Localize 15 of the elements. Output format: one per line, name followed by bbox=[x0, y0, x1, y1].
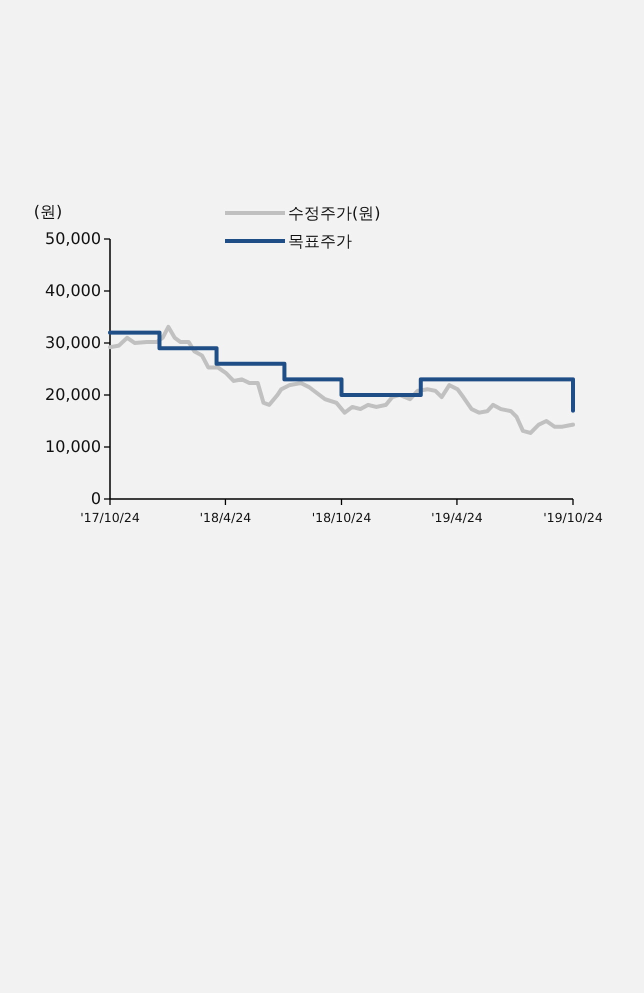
y-axis-title: (원) bbox=[34, 202, 62, 221]
y-tick-label: 0 bbox=[90, 489, 101, 508]
legend-label: 목표주가 bbox=[288, 232, 352, 251]
legend-label: 수정주가(원) bbox=[288, 204, 380, 223]
y-tick-label: 30,000 bbox=[45, 333, 101, 352]
x-tick-label: '18/10/24 bbox=[312, 510, 372, 525]
y-tick-label: 10,000 bbox=[45, 437, 101, 456]
x-tick-label: '19/4/24 bbox=[431, 510, 483, 525]
x-tick-label: '17/10/24 bbox=[80, 510, 140, 525]
line-series bbox=[108, 324, 575, 435]
y-tick-label: 50,000 bbox=[45, 229, 101, 248]
y-tick-label: 40,000 bbox=[45, 281, 101, 300]
x-tick-label: '19/10/24 bbox=[543, 510, 603, 525]
y-tick-label: 20,000 bbox=[45, 385, 101, 404]
x-tick-label: '18/4/24 bbox=[200, 510, 252, 525]
